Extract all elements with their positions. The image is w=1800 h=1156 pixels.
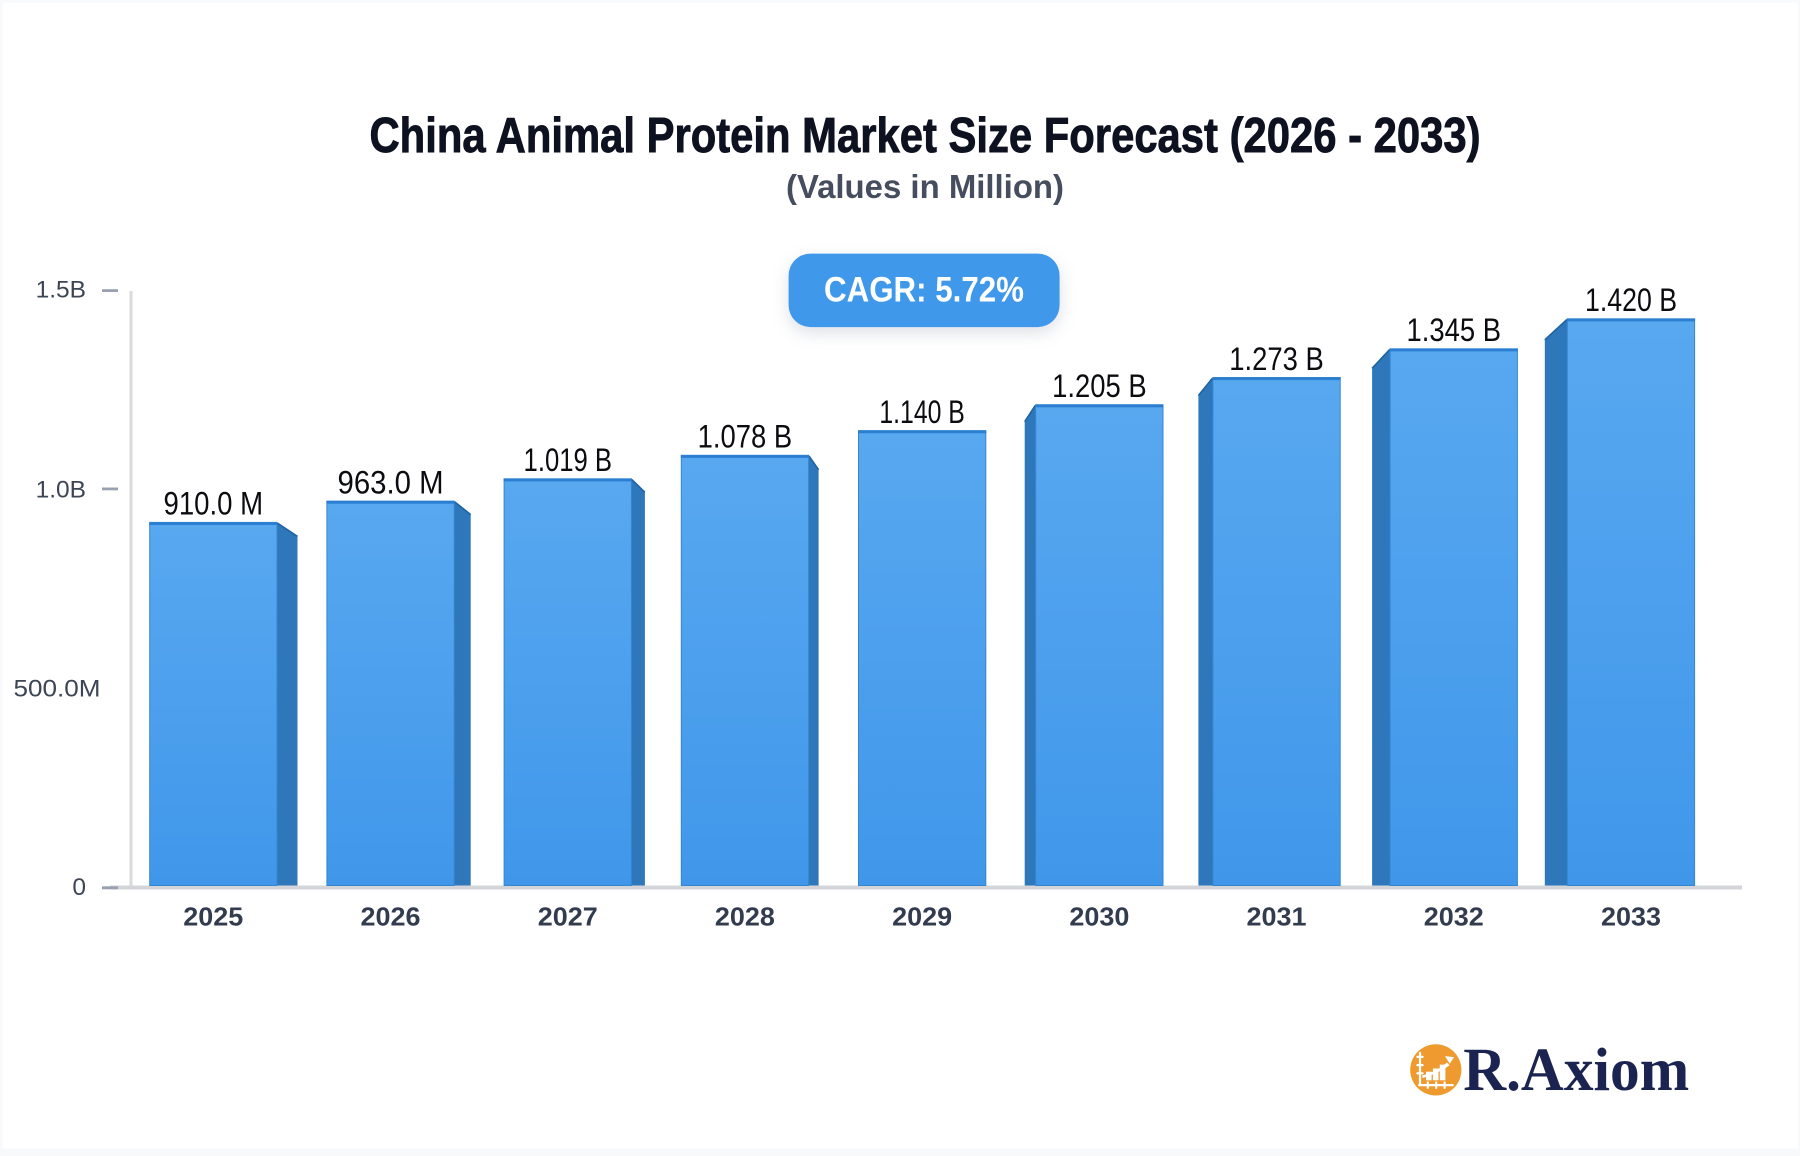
svg-text:China Animal Protein Market Si: China Animal Protein Market Size Forecas…	[370, 108, 1481, 163]
svg-text:2033: 2033	[1601, 904, 1661, 932]
svg-text:R.Axiom: R.Axiom	[1463, 1036, 1689, 1104]
svg-text:1.140 B: 1.140 B	[879, 394, 965, 430]
svg-text:963.0 M: 963.0 M	[338, 464, 444, 500]
svg-text:1.345 B: 1.345 B	[1407, 312, 1502, 348]
svg-text:910.0 M: 910.0 M	[164, 486, 264, 522]
svg-text:2031: 2031	[1247, 904, 1307, 932]
svg-text:2032: 2032	[1424, 904, 1484, 932]
svg-text:2027: 2027	[538, 904, 598, 932]
svg-text:500.0M: 500.0M	[14, 676, 101, 703]
svg-text:0: 0	[72, 874, 86, 901]
svg-text:1.205 B: 1.205 B	[1052, 368, 1147, 404]
svg-text:1.420 B: 1.420 B	[1585, 282, 1677, 318]
svg-text:1.5B: 1.5B	[36, 276, 86, 303]
svg-text:2025: 2025	[183, 904, 243, 932]
svg-text:2026: 2026	[361, 904, 421, 932]
svg-text:2030: 2030	[1069, 904, 1129, 932]
svg-text:1.019 B: 1.019 B	[524, 442, 613, 478]
svg-text:1.0B: 1.0B	[36, 477, 86, 504]
svg-text:1.078 B: 1.078 B	[698, 419, 793, 455]
svg-text:2028: 2028	[715, 904, 775, 932]
svg-text:(Values in Million): (Values in Million)	[786, 168, 1064, 205]
svg-text:CAGR: 5.72%: CAGR: 5.72%	[824, 270, 1024, 310]
svg-text:2029: 2029	[892, 904, 952, 932]
svg-text:1.273 B: 1.273 B	[1229, 341, 1324, 377]
